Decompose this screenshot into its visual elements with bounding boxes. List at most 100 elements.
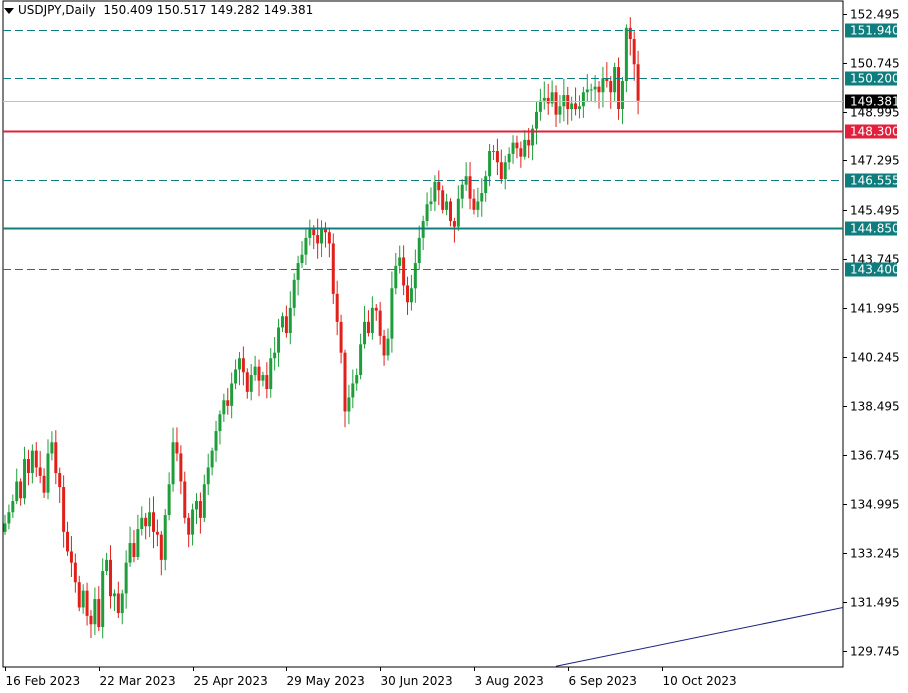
candle-body (538, 100, 542, 112)
candle-body (116, 593, 120, 614)
candle (120, 589, 124, 625)
candle (577, 95, 581, 119)
x-tick-label: 29 May 2023 (287, 674, 365, 688)
candle-body (441, 190, 445, 210)
candle-body (593, 86, 597, 90)
candle-body (159, 534, 163, 560)
candle-body (11, 501, 15, 513)
candle (523, 130, 527, 160)
candle (636, 50, 640, 115)
high-value: 150.517 (156, 3, 207, 17)
candle-body (112, 593, 116, 597)
x-tick-label: 6 Sep 2023 (569, 674, 637, 688)
candle-body (7, 512, 11, 524)
candle (81, 584, 85, 614)
candle-body (402, 257, 406, 286)
candle (449, 198, 453, 227)
candle-body (73, 562, 77, 583)
level-label: 143.400 (850, 263, 900, 277)
candle-body (597, 86, 601, 93)
candle-body (605, 78, 609, 82)
candle (30, 444, 34, 484)
y-tick-label: 148.995 (850, 106, 900, 120)
candle (136, 514, 140, 561)
candle (562, 78, 566, 122)
candle-body (89, 615, 93, 625)
candle-body (253, 366, 257, 376)
candle (441, 185, 445, 214)
candle (89, 610, 93, 639)
candle-body (81, 590, 85, 608)
candle-body (589, 89, 593, 91)
y-tick-label: 140.245 (850, 351, 900, 365)
y-tick-label: 129.745 (850, 645, 900, 659)
y-tick-label: 141.995 (850, 302, 900, 316)
level-label-bg (845, 23, 897, 38)
candle (484, 170, 488, 202)
candle-body (620, 81, 624, 110)
candle-body (577, 106, 581, 110)
candle (171, 427, 175, 492)
candle (511, 135, 515, 164)
candle-body (609, 81, 613, 93)
candle (402, 245, 406, 296)
candle (304, 228, 308, 265)
candle (601, 66, 605, 108)
candle-body (398, 257, 402, 266)
candle (152, 496, 156, 549)
candle (468, 162, 472, 210)
candle-body (42, 475, 46, 493)
candle-body (613, 67, 617, 93)
candle-body (105, 559, 109, 572)
close-value: 149.381 (263, 3, 314, 17)
candle-body (280, 316, 284, 328)
candle (128, 526, 132, 567)
candle-body (124, 562, 128, 594)
candle (38, 451, 42, 484)
candle-body (163, 515, 167, 560)
y-tick-label: 152.495 (850, 8, 900, 22)
candle (378, 301, 382, 345)
candle (370, 296, 374, 340)
candle (366, 310, 370, 337)
candle-body (3, 523, 7, 532)
candle-body (304, 237, 308, 255)
candle-body (140, 517, 144, 530)
candle-body (15, 481, 19, 502)
candle (394, 252, 398, 295)
candle-body (488, 151, 492, 177)
candle (409, 274, 413, 311)
candle (159, 530, 163, 576)
candle (101, 558, 105, 639)
candle (42, 468, 46, 499)
candle (226, 388, 230, 415)
candle (257, 359, 261, 397)
y-tick-label: 131.495 (850, 596, 900, 610)
x-axis: 16 Feb 2023 22 Mar 2023 25 Apr 2023 29 May … (5, 667, 737, 688)
candle (527, 128, 531, 159)
candle-body (222, 400, 226, 415)
dropdown-triangle-icon[interactable] (4, 7, 14, 14)
candle-body (26, 459, 30, 474)
candle-body (34, 450, 38, 468)
candle (175, 427, 179, 462)
candle (363, 305, 367, 349)
candle (249, 364, 253, 401)
candle-body (109, 559, 113, 597)
candle (632, 31, 636, 81)
candle-body (230, 383, 234, 406)
candle (144, 512, 148, 540)
candle (417, 225, 421, 270)
candle-body (558, 106, 562, 115)
candle-body (406, 285, 410, 303)
open-value: 150.409 (103, 3, 153, 17)
candle (288, 291, 292, 345)
candle (241, 346, 245, 386)
candle (148, 497, 152, 538)
level-label-bg (845, 124, 897, 139)
candle-body (77, 582, 81, 608)
candle-body (456, 198, 460, 227)
x-tick-label: 30 Jun 2023 (381, 674, 453, 688)
candle (585, 73, 589, 103)
